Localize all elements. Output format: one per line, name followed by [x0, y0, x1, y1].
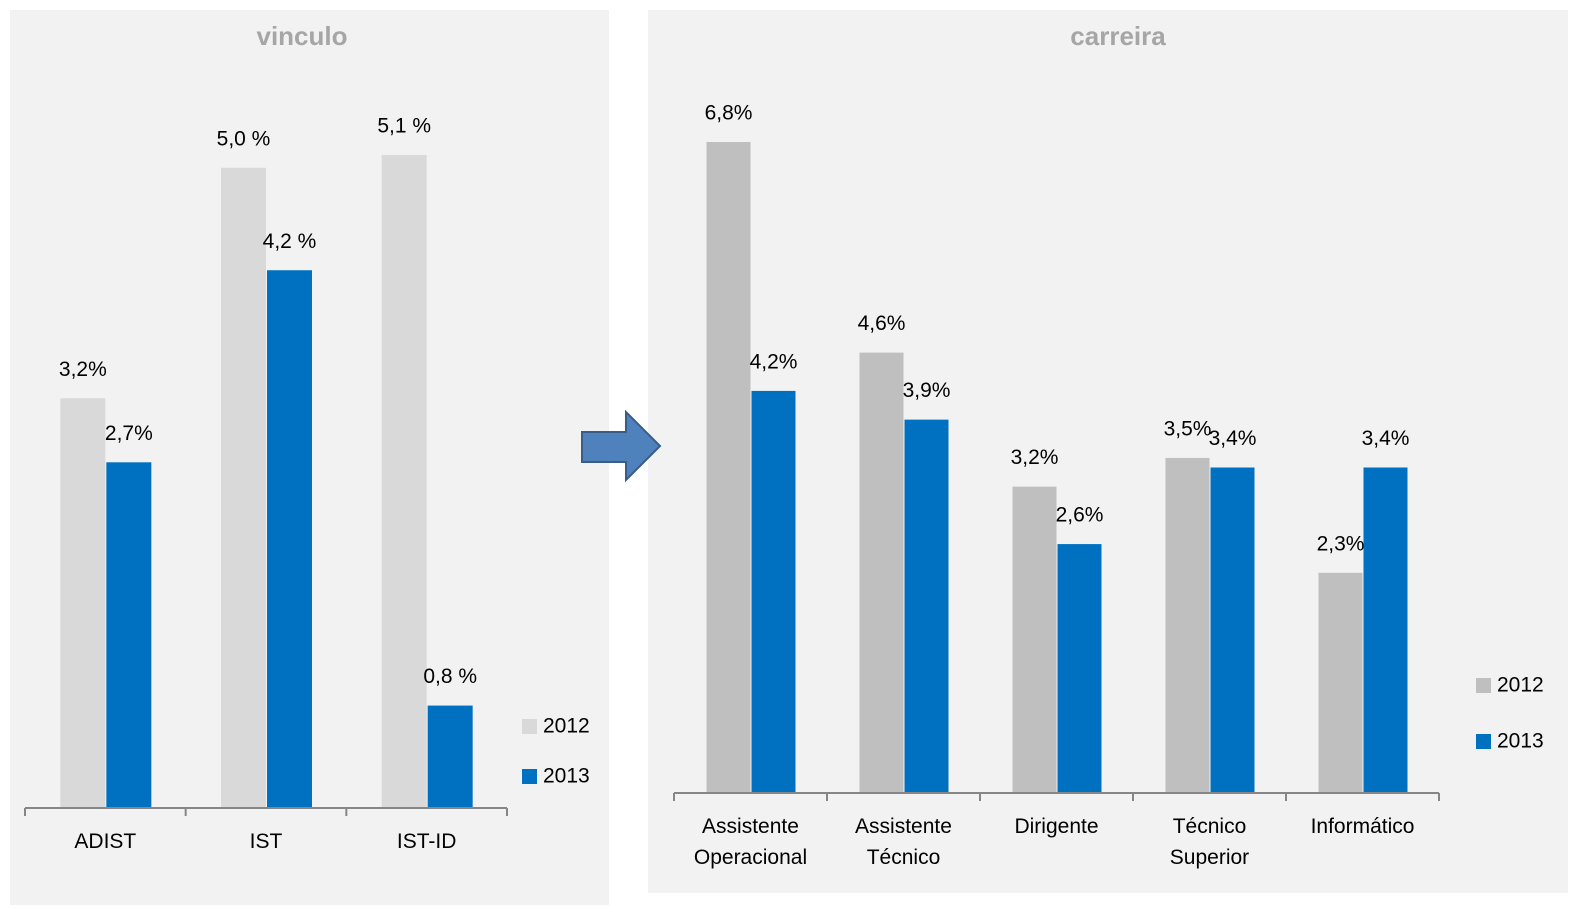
data-label: 4,2% — [750, 350, 798, 373]
x-tick-label: Assistente Técnico — [855, 815, 952, 869]
data-label: 5,1 % — [377, 115, 431, 138]
bar — [267, 270, 312, 808]
bar — [859, 352, 904, 793]
data-label: 3,9% — [903, 379, 951, 402]
data-label: 6,8% — [705, 102, 753, 125]
x-tick-label: Assistente Operacional — [693, 815, 808, 869]
data-label: 4,2 % — [263, 230, 317, 253]
bar — [904, 419, 949, 793]
bar — [427, 705, 473, 808]
data-label: 3,2% — [1011, 446, 1059, 469]
bar — [60, 398, 106, 808]
data-label: 5,0 % — [217, 127, 271, 150]
legend-swatch — [1476, 734, 1491, 749]
x-tick-label: IST — [249, 830, 283, 853]
data-label: 2,7% — [105, 422, 153, 445]
data-label: 2,6% — [1056, 504, 1104, 527]
x-tick-label: Dirigente — [1014, 815, 1099, 838]
legend-label: 2012 — [543, 715, 590, 738]
data-label: 3,4% — [1362, 427, 1410, 450]
data-label: 0,8 % — [423, 665, 477, 688]
chart-title: vinculo — [256, 21, 347, 51]
bar — [221, 167, 266, 808]
bar — [1012, 486, 1057, 793]
panel — [648, 10, 1568, 893]
data-label: 3,2% — [59, 358, 107, 381]
legend-label: 2013 — [1497, 730, 1544, 753]
data-label: 4,6% — [858, 312, 906, 335]
data-label: 3,4% — [1209, 427, 1257, 450]
legend-swatch — [522, 769, 537, 784]
arrow — [581, 409, 662, 483]
bar — [1165, 457, 1210, 793]
bar — [381, 155, 427, 808]
chart-title: carreira — [1070, 21, 1166, 51]
legend-swatch — [1476, 678, 1491, 693]
bar — [751, 390, 796, 793]
bar — [1210, 467, 1255, 793]
data-label: 3,5% — [1164, 417, 1212, 440]
legend-swatch — [522, 719, 537, 734]
data-label: 2,3% — [1317, 532, 1365, 555]
x-tick-label: Técnico Superior — [1169, 815, 1250, 869]
bar — [706, 142, 751, 793]
x-tick-label: Informático — [1310, 815, 1415, 838]
legend-label: 2012 — [1497, 674, 1544, 697]
bar — [1057, 544, 1102, 793]
x-tick-label: ADIST — [74, 830, 137, 853]
x-tick-label: IST-ID — [396, 830, 457, 853]
bar — [1363, 467, 1408, 793]
bar — [1318, 572, 1363, 793]
legend-label: 2013 — [543, 765, 590, 788]
bar — [106, 462, 152, 808]
